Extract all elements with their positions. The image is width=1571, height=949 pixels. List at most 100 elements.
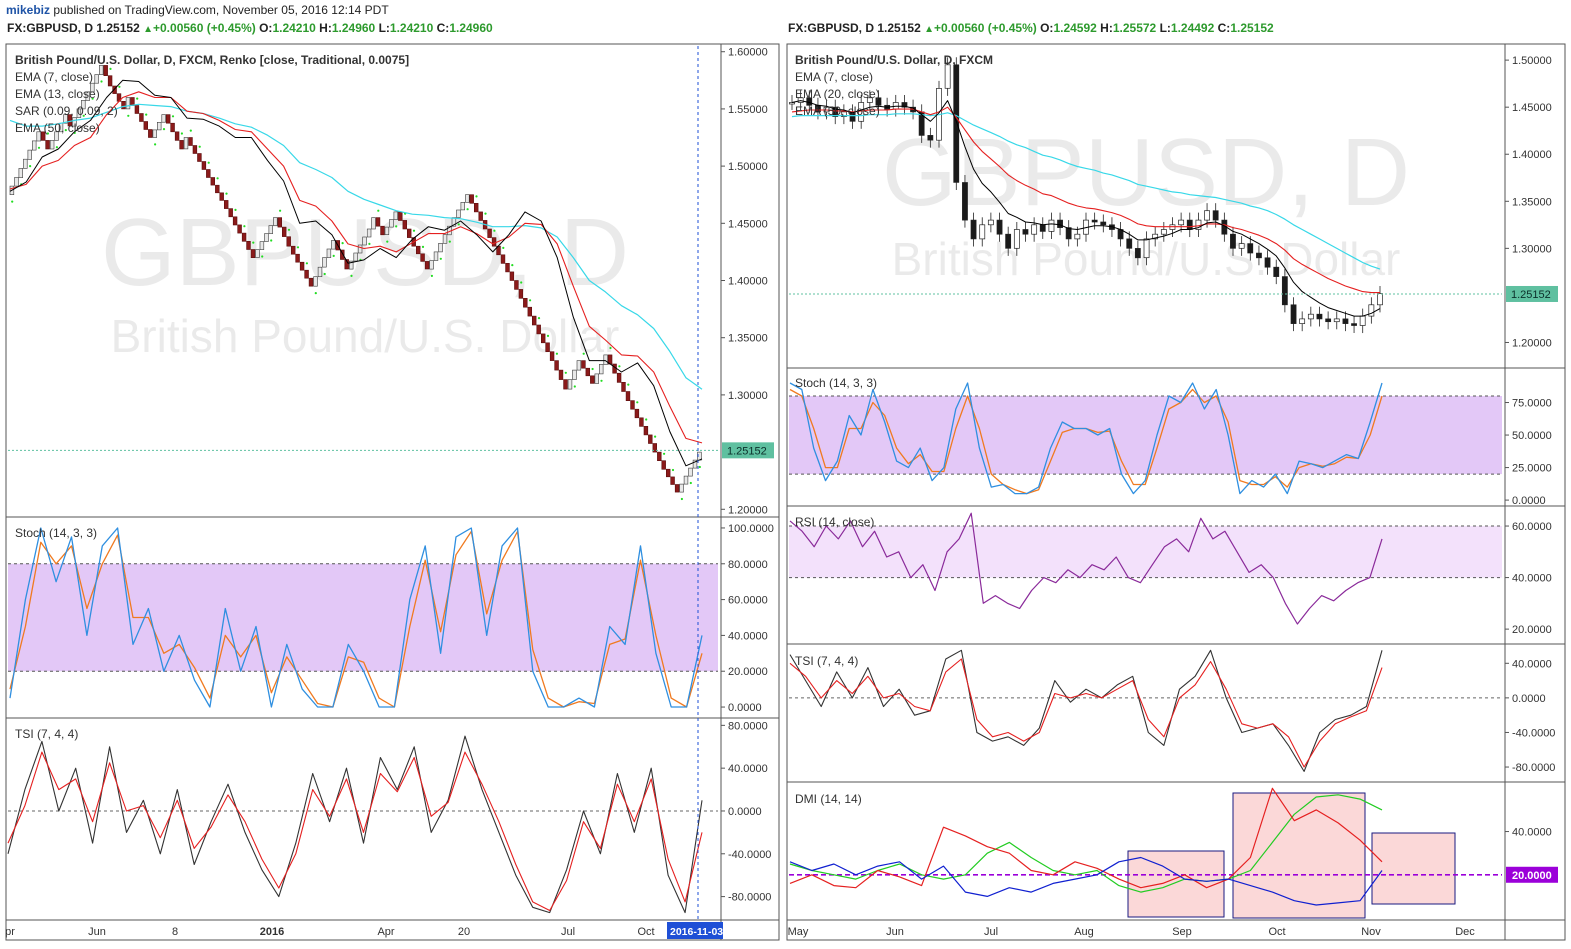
left-high-label: H:	[319, 21, 332, 35]
sar-dot	[412, 229, 416, 232]
renko-brick	[648, 434, 653, 444]
renko-brick	[286, 236, 291, 247]
candle-body	[1143, 238, 1150, 259]
left-indicator-ema50: EMA (50, close)	[15, 121, 100, 135]
renko-brick	[157, 122, 162, 131]
renko-brick	[621, 381, 626, 392]
ema7-line	[9, 79, 703, 467]
candle-body	[1212, 210, 1219, 221]
sar-dot	[252, 241, 255, 244]
sar-dot	[279, 209, 282, 212]
sar-dot	[225, 192, 228, 195]
renko-brick	[246, 241, 251, 250]
candle-body	[1307, 313, 1314, 320]
right-tsi-panel[interactable]	[789, 649, 1502, 772]
renko-brick	[657, 451, 662, 462]
candle-body	[1039, 224, 1046, 232]
left-low-label: L:	[378, 21, 390, 35]
renko-brick	[451, 217, 457, 227]
renko-brick	[31, 140, 37, 151]
left-price-axis-tick-label: 1.55000	[728, 104, 768, 116]
left-x-tick-label: 8	[172, 926, 178, 938]
last-price-tag	[1506, 285, 1558, 302]
renko-brick	[23, 158, 28, 169]
left-stoch-title: Stoch (14, 3, 3)	[15, 526, 97, 540]
candle-body	[1247, 243, 1254, 254]
sar-dot	[636, 401, 639, 404]
renko-brick	[598, 364, 604, 375]
right-open: 1.24592	[1053, 21, 1097, 35]
renko-brick	[67, 114, 73, 127]
sar-dot	[386, 240, 389, 243]
renko-brick	[250, 249, 256, 258]
renko-brick	[14, 177, 19, 187]
sar-dot	[502, 246, 505, 249]
left-legend: British Pound/U.S. Dollar, D, FXCM, Renk…	[15, 53, 409, 741]
left-indicator-ema13: EMA (13, close)	[15, 87, 100, 101]
renko-brick	[634, 408, 640, 419]
candle-body	[996, 219, 1003, 235]
right-watermark: GBPUSD, D British Pound/U.S. Dollar	[882, 119, 1410, 285]
sar-dot	[145, 113, 148, 116]
left-symbol[interactable]: FX:GBPUSD, D	[7, 21, 94, 35]
candle-body	[901, 102, 908, 108]
right-rsi-panel[interactable]	[789, 512, 1502, 625]
renko-brick	[576, 360, 582, 371]
candle-body	[1256, 252, 1262, 259]
right-close-label: C:	[1217, 21, 1231, 35]
right-x-tick-label: Nov	[1361, 926, 1381, 938]
left-x-tick-label: 20	[458, 926, 470, 938]
left-price: 1.25152	[96, 21, 140, 35]
sar-dot	[555, 352, 559, 355]
right-price-panel[interactable]	[789, 57, 1502, 334]
left-price-axis-tick-label: 1.50000	[728, 161, 768, 173]
right-dmi-panel[interactable]	[789, 787, 1502, 919]
left-x-tick-label: Apr	[377, 926, 394, 938]
date-tag-label: 2016-11-03	[670, 926, 723, 938]
sar-dot	[609, 346, 612, 350]
sar-dot	[109, 67, 112, 70]
right-dmi-title: DMI (14, 14)	[795, 792, 862, 806]
right-x-tick-label: Jul	[984, 926, 998, 938]
left-stoch-panel[interactable]	[8, 527, 718, 708]
sar-dot	[439, 257, 442, 260]
left-indicator-sar: SAR (0.09, 0.09, 2)	[15, 104, 118, 118]
right-x-tick-label: Aug	[1074, 926, 1094, 938]
rsi-band	[789, 526, 1502, 578]
left-tsi-panel[interactable]	[7, 735, 718, 914]
candle-body	[1264, 257, 1271, 268]
rsi-line	[789, 512, 1383, 625]
renko-brick	[683, 475, 689, 485]
candle-body	[1333, 318, 1340, 323]
candle-body	[1091, 219, 1098, 223]
candle-body	[1048, 219, 1055, 232]
panel-frames	[5, 43, 1566, 941]
sar-dot	[287, 228, 291, 231]
sar-dot	[421, 245, 425, 248]
sar-dot	[341, 242, 344, 245]
renko-brick	[268, 225, 273, 234]
renko-brick	[188, 137, 193, 146]
left-stoch-axis-tick-label: 0.0000	[728, 702, 762, 714]
author-name[interactable]: mikebiz	[6, 3, 51, 17]
candle-body	[1359, 315, 1366, 326]
right-x-tick-label: Jun	[886, 926, 904, 938]
renko-brick	[170, 122, 175, 133]
left-price-panel[interactable]	[8, 65, 718, 501]
right-indicator-ema7: EMA (7, close)	[795, 70, 873, 84]
right-stoch-panel[interactable]	[789, 382, 1502, 495]
sar-dot	[198, 145, 201, 148]
last-price-tag-label: 1.25152	[1511, 289, 1551, 301]
candle-body	[858, 102, 865, 122]
renko-brick	[424, 261, 430, 270]
candle-body	[1031, 224, 1038, 235]
ema50-line	[9, 103, 703, 390]
highlight-box	[1232, 792, 1366, 919]
left-price-axis-tick-label: 1.20000	[728, 504, 768, 516]
right-low: 1.24492	[1170, 21, 1215, 35]
sar-dot	[484, 212, 487, 215]
up-arrow-icon: ▲	[924, 24, 934, 35]
renko-brick	[670, 476, 675, 485]
right-symbol[interactable]: FX:GBPUSD, D	[788, 21, 875, 35]
